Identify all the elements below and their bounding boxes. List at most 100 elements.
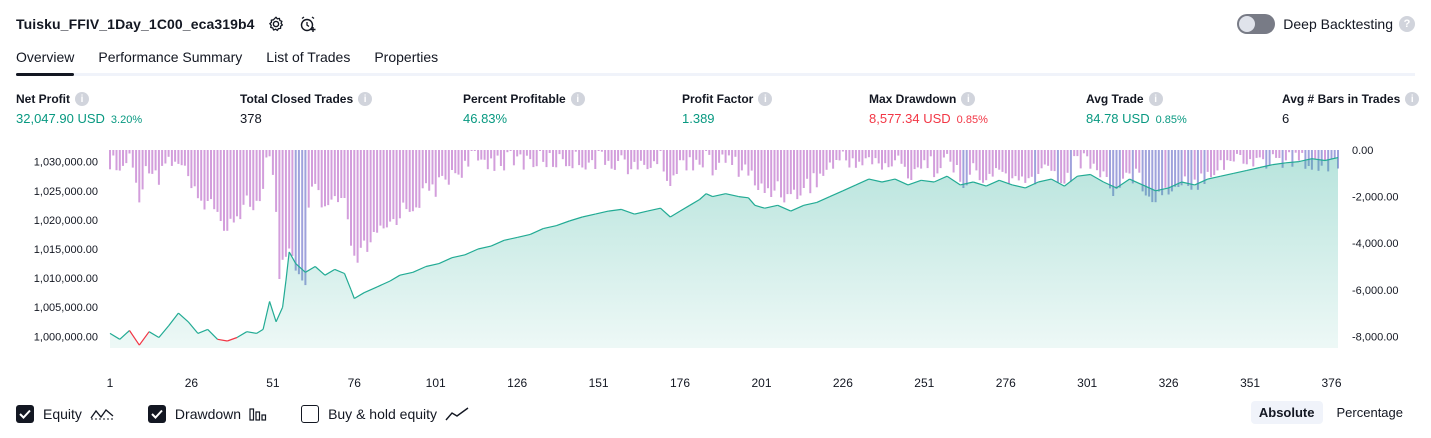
equity-segment [129,330,140,346]
equity-segment [256,328,264,334]
equity-segment [1025,181,1039,189]
drawdown-bar [669,150,672,186]
drawdown-bars [109,150,1339,286]
drawdown-bar [425,150,427,184]
settings-gear-icon[interactable] [265,13,287,35]
tab-list-of-trades[interactable]: List of Trades [266,49,351,65]
drawdown-bar [939,150,942,169]
info-icon[interactable]: i [961,92,976,106]
drawdown-bar [666,150,668,181]
drawdown-bar [695,150,698,160]
info-icon[interactable]: i [570,92,585,106]
equity-segment [999,179,1013,186]
equity-segment [517,233,531,238]
drawdown-bar [962,150,965,188]
info-icon[interactable]: i [1405,92,1420,106]
drawdown-bar [157,150,160,185]
drawdown-bar [1213,150,1216,176]
drawdown-bar [724,150,727,163]
legend-drawdown[interactable]: Drawdown [147,405,267,423]
drawdown-bar [656,150,659,165]
drawdown-bar [359,150,362,248]
info-icon[interactable]: i [758,92,773,106]
drawdown-bar [340,150,343,198]
deep-backtesting-toggle[interactable] [1237,14,1276,34]
metric-label: Max Drawdown [869,92,957,106]
drawdown-bar [929,150,932,157]
legend-buy-hold-equity[interactable]: Buy & hold equity [301,405,469,423]
left-axis-tick-label: 1,010,000.00 [34,273,98,285]
equity-segment [295,263,306,273]
drawdown-bar [744,150,747,165]
drawdown-bar [196,150,199,199]
drawdown-bar [385,150,388,228]
tab-properties[interactable]: Properties [374,49,439,65]
equity-segment [343,273,352,291]
tab-performance-summary[interactable]: Performance Summary [98,49,243,65]
drawdown-bar [467,150,470,167]
drawdown-bar [281,150,284,260]
drawdown-bar [643,150,646,165]
drawdown-bar [428,150,431,191]
drawdown-bar [988,150,991,174]
drawdown-bar [444,150,447,180]
equity-segment [842,184,857,192]
drawdown-bar [183,150,186,166]
buy-hold-checkbox[interactable] [301,405,320,423]
absolute-button[interactable]: Absolute [1250,401,1323,424]
legend-equity[interactable]: Equity [16,405,114,423]
left-axis-tick-label: 1,025,000.00 [34,186,98,198]
left-axis-tick-label: 1,000,000.00 [34,331,98,343]
equity-segment [217,338,228,342]
equity-segment [1246,166,1260,171]
question-mark-icon[interactable]: ? [1399,16,1415,32]
info-icon[interactable]: i [75,92,89,106]
drawdown-bar [731,150,734,165]
drawdown-bar [379,150,382,226]
percentage-button[interactable]: Percentage [1336,405,1404,420]
drawdown-bar [812,150,815,174]
drawdown-bar [1304,150,1307,169]
drawdown-bar [1004,150,1007,174]
drawdown-bar [483,150,486,160]
drawdown-bar [802,150,805,188]
equity-checkbox[interactable] [16,405,34,423]
drawdown-bar [972,150,975,164]
drawdown-bar [151,150,154,174]
drawdown-bar [786,150,789,195]
drawdown-bar [1307,150,1310,166]
drawdown-bar [623,150,626,160]
drawdown-bar [887,150,890,168]
equity-segment [275,306,284,323]
drawdown-bar [607,150,610,161]
drawdown-bar [499,150,502,166]
drawdown-bar [1040,150,1043,169]
drawdown-checkbox[interactable] [147,405,166,423]
left-axis: 1,030,000.00 1,025,000.00 1,020,000.00 1,01… [34,157,98,344]
tab-overview[interactable]: Overview [16,44,75,76]
drawdown-bar [1043,150,1046,165]
drawdown-bar [210,150,212,200]
equity-segment [1207,175,1221,180]
equity-drawdown-chart[interactable]: 1,030,000.00 1,025,000.00 1,020,000.00 1,01… [0,140,1431,398]
add-alert-clock-icon[interactable] [297,13,319,35]
drawdown-bar [1167,150,1170,195]
equity-segment [985,179,1000,187]
drawdown-bar [431,150,434,185]
drawdown-bar [1089,150,1092,169]
equity-segment [412,265,427,273]
drawdown-bar [688,150,691,158]
drawdown-bar [265,150,268,158]
equity-segment [207,328,218,340]
drawdown-bar [1105,150,1108,177]
metric-value: 1.389 [682,111,715,126]
x-axis-tick-label: 1 [107,376,114,390]
equity-segment [529,228,544,235]
info-icon[interactable]: i [1148,92,1163,106]
drawdown-bar [506,150,509,153]
drawdown-bar [516,150,519,157]
drawdown-bar [890,150,893,167]
info-icon[interactable]: i [358,92,373,106]
drawdown-bar [223,150,225,231]
drawdown-bar [1203,150,1206,184]
